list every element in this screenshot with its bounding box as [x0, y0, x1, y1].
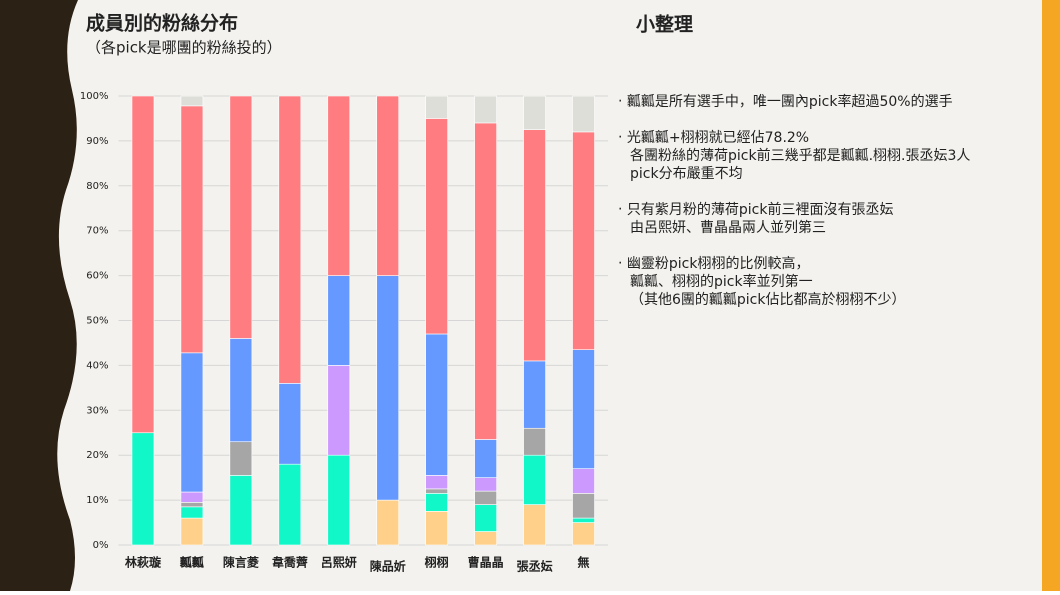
x-tick-label: 韋喬薺 [272, 555, 308, 570]
bar-segment [572, 468, 595, 494]
y-tick-label: 0% [93, 540, 109, 551]
bar-segment [474, 95, 497, 124]
bar-segment [572, 131, 595, 350]
chart-subtitle: （各pick是哪團的粉絲投的） [86, 39, 282, 57]
bar-segment [572, 522, 595, 546]
x-tick-label: 瓤瓤 [179, 555, 204, 570]
bar-segment [425, 493, 448, 512]
note-line: ‧ 光瓤瓤+栩栩就已經佔78.2% [618, 130, 809, 146]
bar-segment [278, 383, 302, 465]
bar-segment [180, 502, 204, 508]
bar-segment [523, 129, 546, 362]
bar-segment [425, 475, 448, 490]
y-tick-label: 20% [86, 450, 108, 461]
bar-segment [474, 504, 497, 532]
plot: 0% 10% 20% 30% 40% 50% 60% 70% 80% 90% 100% 林萩璇 瓤瓤 陳言… [80, 91, 608, 574]
note-line: （其他6團的瓤瓤pick佔比都高於栩栩不少） [630, 291, 906, 308]
y-tick-label: 90% [86, 136, 108, 147]
x-tick-label: 陳品妡 [370, 559, 406, 574]
bar-segment [327, 365, 351, 456]
x-tick-label: 無 [578, 555, 590, 570]
bar-segment [425, 95, 448, 119]
bar-segment [425, 118, 448, 335]
bar-segment [180, 105, 204, 354]
right-strip [1042, 0, 1060, 591]
bar-segment [278, 463, 302, 546]
bar-segment [425, 333, 448, 476]
bar-segment [278, 95, 302, 384]
bar-segment [572, 349, 595, 469]
bar-segment [474, 122, 497, 440]
bar-segment [523, 427, 546, 456]
y-tick-label: 50% [86, 316, 108, 327]
bar-segment [474, 490, 497, 505]
bar-segment [327, 275, 351, 366]
y-tick-label: 40% [86, 360, 108, 371]
bar-segment [572, 95, 595, 133]
bar-segment [180, 491, 204, 503]
x-tick-label: 曹晶晶 [468, 555, 504, 570]
note-line: 各團粉絲的薄荷pick前三幾乎都是瓤瓤.栩栩.張丞妘3人 [630, 147, 970, 164]
bar-segment [180, 352, 204, 493]
bar-segment [131, 432, 155, 546]
chart-title: 成員別的粉絲分布 [86, 12, 238, 35]
y-tick-label: 80% [86, 181, 108, 192]
bar-segment [376, 95, 400, 276]
note-line: ‧ 幽靈粉pick栩栩的比例較高， [618, 255, 809, 272]
note-line: pick分布嚴重不均 [630, 166, 743, 182]
bar-segment [523, 504, 546, 546]
x-tick-label: 栩栩 [425, 555, 449, 570]
left-border [0, 0, 78, 591]
y-tick-label: 30% [86, 405, 108, 416]
note-line: 由呂熙妍、曹晶晶兩人並列第三 [630, 219, 826, 236]
bar-segment [474, 477, 497, 492]
bar-segment [523, 95, 546, 130]
bar-segment [376, 275, 400, 501]
bar-segment [131, 95, 155, 434]
bar-segment [572, 517, 595, 523]
bar-segment [474, 531, 497, 546]
x-tick-label: 陳言菱 [223, 555, 259, 570]
bar-segment [180, 517, 204, 546]
x-tick-label: 張丞妘 [517, 559, 553, 574]
bar-segment [229, 441, 253, 476]
bar-segment [327, 454, 351, 546]
bar-segment [229, 338, 253, 443]
bar-segment [425, 488, 448, 494]
note-line: ‧ 只有紫月粉的薄荷pick前三裡面沒有張丞妘 [618, 201, 893, 218]
x-tick-label: 呂熙妍 [321, 555, 357, 570]
note-line: ‧ 瓤瓤是所有選手中，唯一團內pick率超過50%的選手 [618, 93, 953, 110]
y-tick-label: 10% [86, 495, 108, 506]
bar-segment [523, 360, 546, 429]
y-tick-label: 60% [86, 271, 108, 282]
bar-segment [180, 506, 204, 519]
bar-segment [376, 499, 400, 546]
x-tick-label: 林萩璇 [125, 555, 162, 570]
bar-segment [572, 493, 595, 519]
bar-segment [474, 439, 497, 478]
bar-segment [229, 95, 253, 339]
bar-segment [425, 511, 448, 546]
bar-segment [523, 454, 546, 505]
note-line: 瓤瓤、栩栩的pick率並列第一 [630, 273, 813, 290]
bar-segment [327, 95, 351, 276]
y-tick-label: 70% [86, 226, 108, 237]
notes-title: 小整理 [636, 13, 693, 36]
y-tick-label: 100% [80, 91, 109, 102]
bar-segment [180, 95, 204, 107]
notes: ‧ 瓤瓤是所有選手中，唯一團內pick率超過50%的選手 ‧ 光瓤瓤+栩栩就已經佔… [618, 93, 970, 308]
bar-segment [229, 475, 253, 546]
